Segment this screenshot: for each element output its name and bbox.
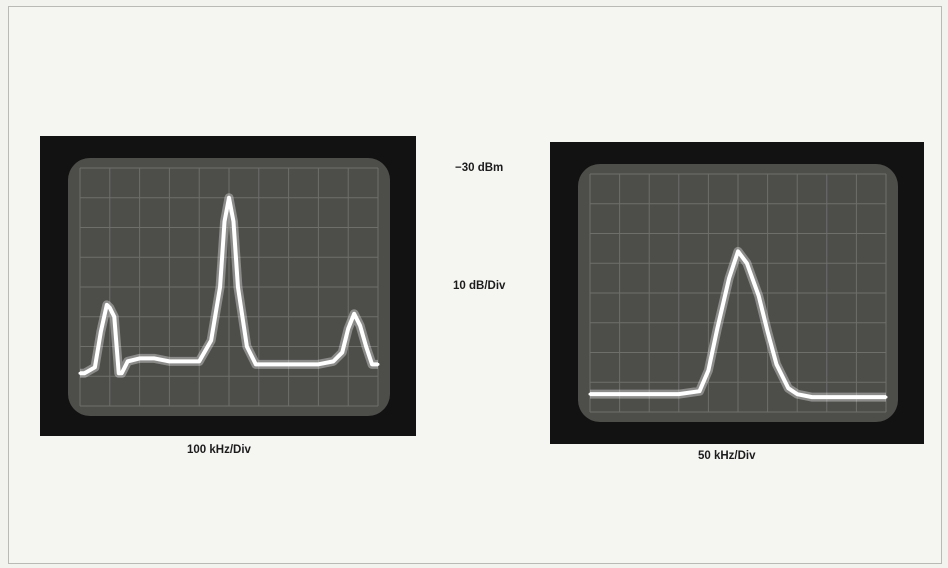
trace-point — [810, 395, 814, 399]
trace-point — [287, 362, 291, 366]
trace-point — [105, 303, 109, 307]
trace-point — [825, 395, 829, 399]
right-scope-screen — [578, 164, 898, 422]
spectrum-trace-series-0 — [80, 195, 378, 376]
trace-point — [340, 350, 344, 354]
trace-point — [376, 362, 380, 366]
trace-point — [126, 359, 130, 363]
trace-point — [352, 312, 356, 316]
right-spectrum-chart — [588, 173, 888, 413]
trace-point — [795, 392, 799, 396]
trace-point — [112, 315, 116, 319]
trace-point — [263, 362, 267, 366]
trace-point — [272, 362, 276, 366]
trace-point — [78, 371, 82, 375]
trace-point — [706, 368, 710, 372]
trace-point — [774, 362, 778, 366]
trace-point — [120, 371, 124, 375]
trace-point — [93, 365, 97, 369]
trace-point — [727, 276, 731, 280]
graticule — [589, 173, 887, 413]
trace-point — [209, 339, 213, 343]
trace-point — [647, 392, 651, 396]
trace-point — [218, 285, 222, 289]
left-scope-photo — [40, 136, 416, 436]
trace-point — [302, 362, 305, 366]
trace-point — [331, 359, 335, 363]
left-scope-screen — [68, 158, 390, 416]
trace-point — [745, 261, 749, 265]
trace-point — [698, 389, 702, 393]
trace-point — [618, 392, 622, 396]
trace-point — [370, 362, 374, 366]
reference-level-label: −30 dBm — [455, 162, 504, 174]
right-horizontal-scale-label: 50 kHz/Div — [698, 450, 756, 462]
trace-point — [854, 395, 858, 399]
trace-point — [197, 359, 201, 363]
trace-point — [254, 362, 258, 366]
trace-point — [167, 359, 171, 363]
trace-point — [182, 359, 186, 363]
trace-point — [138, 356, 142, 360]
trace-point — [99, 330, 103, 334]
trace-point — [736, 249, 740, 253]
trace-point — [786, 386, 790, 390]
trace-point — [227, 196, 231, 200]
trace-point — [108, 306, 112, 310]
trace-point — [715, 327, 719, 331]
left-horizontal-scale-label: 100 kHz/Div — [187, 444, 251, 456]
trace-point — [223, 220, 227, 224]
trace-point — [231, 220, 235, 224]
trace-point — [153, 356, 156, 360]
right-scope-photo — [550, 142, 924, 444]
left-spectrum-chart — [78, 167, 380, 407]
trace-point — [245, 345, 249, 348]
trace-point — [117, 371, 121, 375]
trace-point — [364, 345, 368, 348]
trace-point — [346, 327, 350, 331]
trace-point — [677, 392, 681, 396]
trace-point — [358, 324, 362, 328]
trace-point — [757, 294, 761, 298]
trace-point — [236, 285, 240, 289]
trace-point — [884, 395, 888, 399]
vertical-scale-label: 10 dB/Div — [453, 280, 506, 292]
trace-point — [766, 330, 770, 334]
trace-point — [588, 392, 592, 396]
trace-point — [82, 371, 86, 375]
trace-point — [316, 362, 320, 366]
